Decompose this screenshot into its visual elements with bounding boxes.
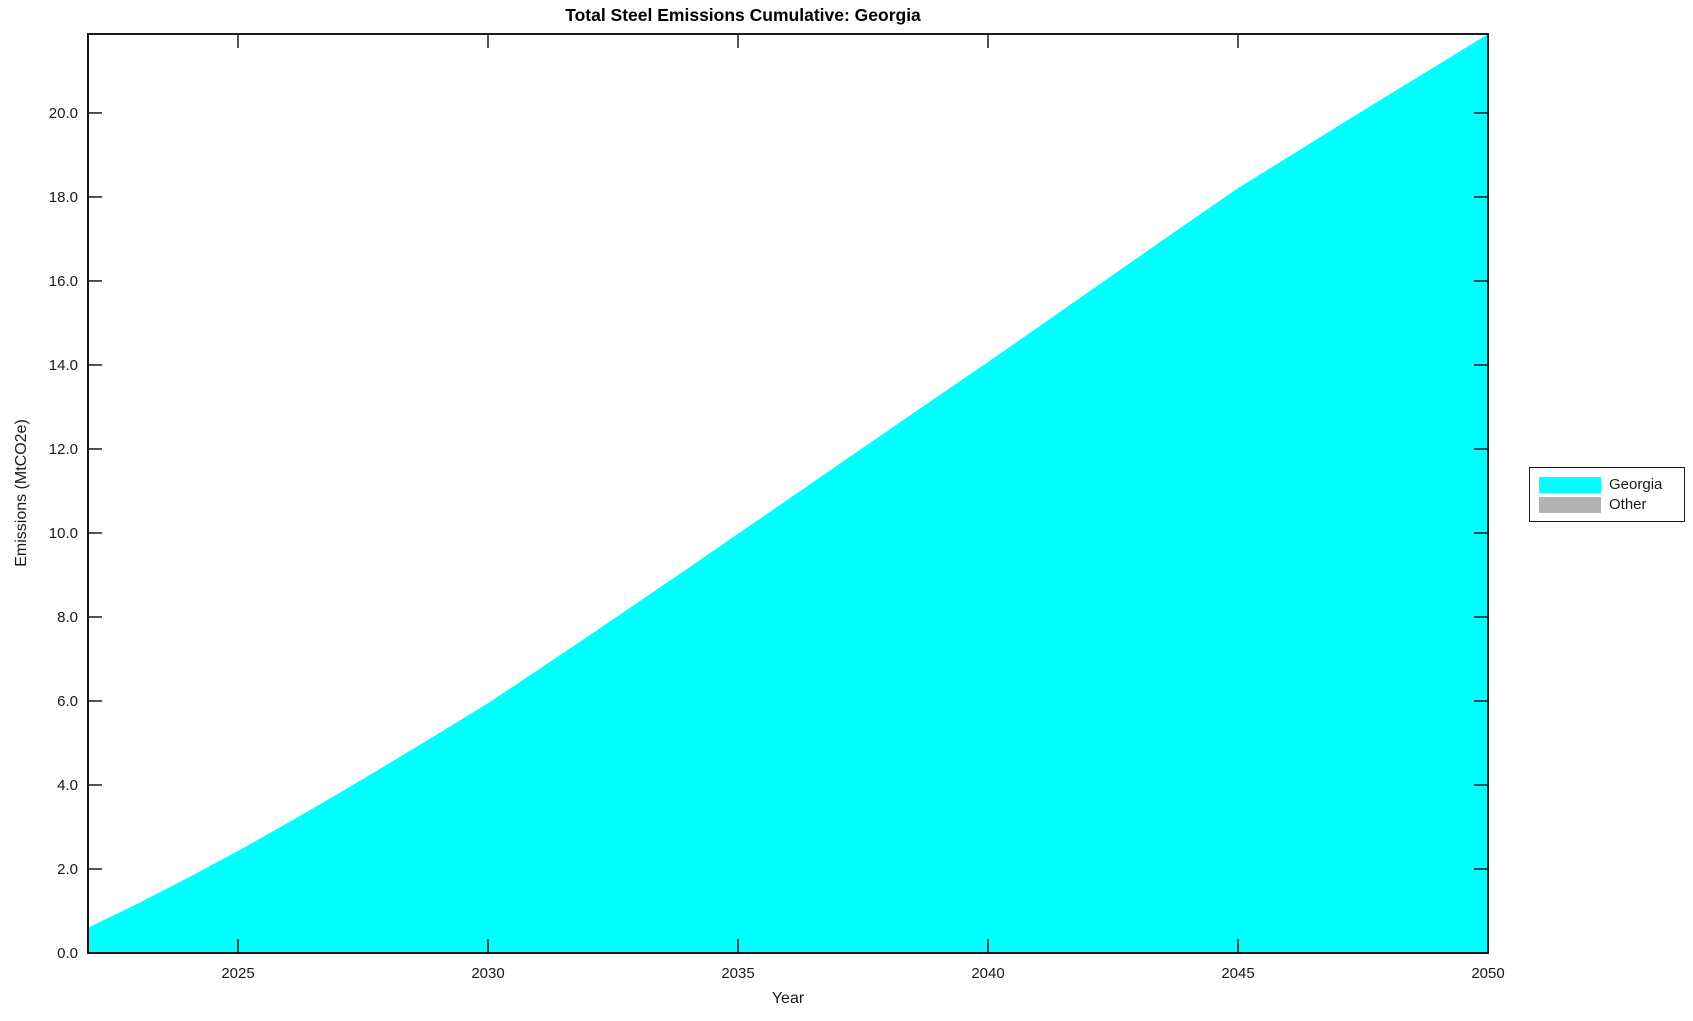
x-tick-label: 2040 bbox=[971, 965, 1004, 982]
chart-title: Total Steel Emissions Cumulative: Georgi… bbox=[565, 5, 921, 25]
y-tick-label: 8.0 bbox=[57, 609, 78, 626]
x-tick-label: 2025 bbox=[221, 965, 254, 982]
y-tick-label: 4.0 bbox=[57, 777, 78, 794]
x-tick-label: 2035 bbox=[721, 965, 754, 982]
georgia-color-swatch bbox=[1539, 476, 1601, 493]
legend-item-other: Other bbox=[1539, 495, 1684, 513]
y-tick-label: 6.0 bbox=[57, 693, 78, 710]
y-tick-label: 14.0 bbox=[49, 357, 78, 374]
y-tick-label: 2.0 bbox=[57, 861, 78, 878]
axes-border bbox=[87, 33, 1489, 954]
legend: Georgia Other bbox=[1529, 467, 1685, 522]
y-tick-label: 16.0 bbox=[49, 273, 78, 290]
other-color-swatch bbox=[1539, 496, 1601, 513]
y-axis-label: Emissions (MtCO2e) bbox=[13, 419, 30, 567]
y-tick-label: 12.0 bbox=[49, 441, 78, 458]
legend-label-georgia: Georgia bbox=[1609, 475, 1663, 493]
legend-item-georgia: Georgia bbox=[1539, 475, 1684, 493]
x-axis-label: Year bbox=[771, 990, 805, 1007]
y-tick-label: 0.0 bbox=[57, 945, 78, 962]
y-tick-label: 18.0 bbox=[49, 189, 78, 206]
x-tick-label: 2030 bbox=[471, 965, 504, 982]
area-series-georgia bbox=[88, 34, 1488, 953]
legend-label-other: Other bbox=[1609, 495, 1647, 513]
x-tick-label: 2045 bbox=[1221, 965, 1254, 982]
y-tick-label: 10.0 bbox=[49, 525, 78, 542]
y-tick-label: 20.0 bbox=[49, 105, 78, 122]
x-tick-label: 2050 bbox=[1471, 965, 1504, 982]
